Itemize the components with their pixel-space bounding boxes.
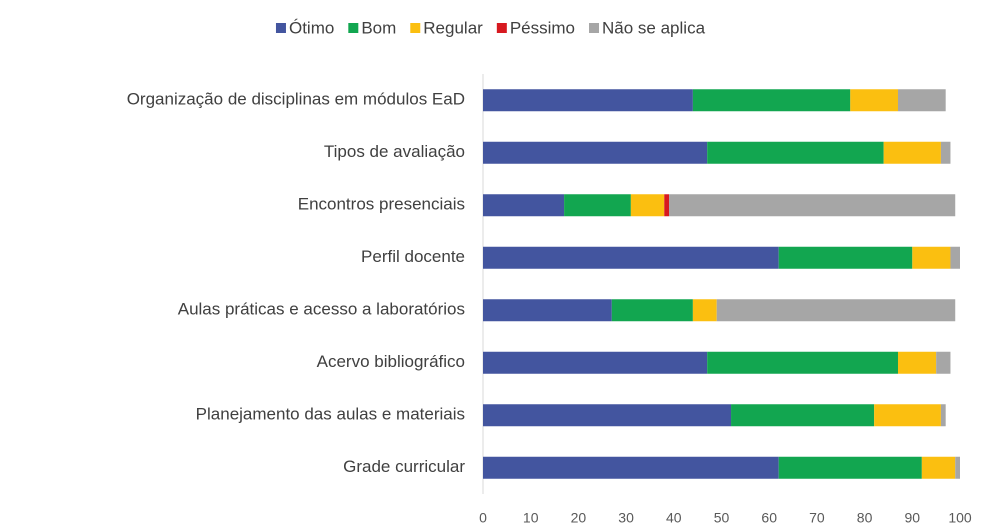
bar-segment xyxy=(692,299,717,322)
legend-swatch xyxy=(275,23,286,33)
bar-segment xyxy=(664,194,670,217)
x-tick-label: 90 xyxy=(905,510,921,526)
bar-segment xyxy=(731,404,875,427)
x-tick-label: 40 xyxy=(666,510,682,526)
legend-swatch xyxy=(589,23,600,33)
bar-segment xyxy=(483,89,693,112)
y-tick-label: Aulas práticas e acesso a laboratórios xyxy=(178,300,465,319)
legend-swatch xyxy=(496,23,507,33)
bar-segment xyxy=(483,456,779,479)
y-tick-label: Grade curricular xyxy=(343,457,465,476)
bar-segment xyxy=(611,299,693,322)
legend-label: Péssimo xyxy=(510,18,575,37)
x-tick-label: 0 xyxy=(479,510,487,526)
legend-label: Não se aplica xyxy=(602,18,706,37)
bar-segment xyxy=(897,89,946,112)
bar-segment xyxy=(483,299,612,322)
bar-segment xyxy=(850,89,898,112)
bar-segment xyxy=(778,456,922,479)
bar-segment xyxy=(897,351,937,374)
legend-swatch xyxy=(348,23,359,33)
bar-segment xyxy=(630,194,665,217)
y-tick-label: Organização de disciplinas em módulos Ea… xyxy=(127,90,465,109)
bar-segment xyxy=(707,141,884,164)
bar-segment xyxy=(912,246,951,269)
legend-label: Regular xyxy=(423,18,483,37)
y-tick-label: Planejamento das aulas e materiais xyxy=(196,405,465,424)
bar-segment xyxy=(883,141,941,164)
x-tick-label: 70 xyxy=(809,510,825,526)
bar-segment xyxy=(483,141,708,164)
x-tick-label: 20 xyxy=(571,510,587,526)
legend: Ótimo Bom Regular Péssimo Não se aplica xyxy=(275,18,706,37)
x-tick-label: 60 xyxy=(761,510,777,526)
y-tick-label: Encontros presenciais xyxy=(298,195,465,214)
x-tick-label: 10 xyxy=(523,510,539,526)
bar-segment xyxy=(921,456,956,479)
y-tick-label: Acervo bibliográfico xyxy=(317,352,465,371)
bar-segment xyxy=(564,194,631,217)
x-tick-label: 80 xyxy=(857,510,873,526)
x-tick-label: 50 xyxy=(714,510,730,526)
bar-segment xyxy=(483,404,732,427)
bar-segment xyxy=(707,351,898,374)
bar-segment xyxy=(716,299,956,322)
x-tick-label: 100 xyxy=(948,510,972,526)
bar-segment xyxy=(669,194,956,217)
bar-segment xyxy=(483,351,708,374)
x-tick-label: 30 xyxy=(618,510,634,526)
bar-segment xyxy=(955,456,960,479)
bar-segment xyxy=(483,246,779,269)
legend-label: Bom xyxy=(361,18,396,37)
bar-segment xyxy=(874,404,941,427)
bar-segment xyxy=(940,141,951,164)
bar-segment xyxy=(940,404,946,427)
y-tick-label: Perfil docente xyxy=(361,247,465,266)
legend-swatch xyxy=(410,23,421,33)
y-tick-label: Tipos de avaliação xyxy=(324,142,465,161)
bar-segment xyxy=(950,246,960,269)
bar-segment xyxy=(778,246,913,269)
bar-segment xyxy=(692,89,851,112)
legend-label: Ótimo xyxy=(289,18,334,37)
bar-segment xyxy=(936,351,951,374)
bar-segment xyxy=(483,194,565,217)
